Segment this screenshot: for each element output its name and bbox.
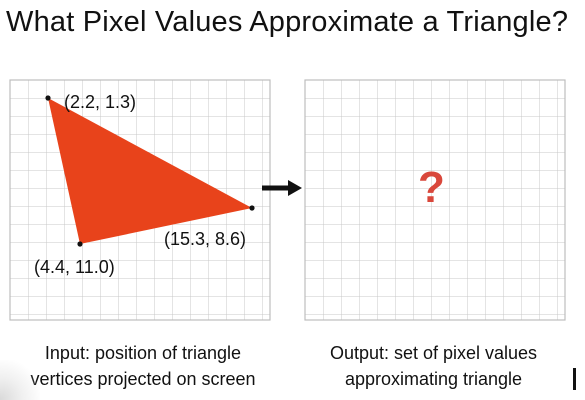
- arrow-right-icon: [262, 180, 302, 196]
- vertex-label-bottom: (4.4, 11.0): [34, 257, 115, 277]
- vertex-label-top: (2.2, 1.3): [64, 92, 137, 112]
- corner-overlay: [0, 360, 40, 400]
- output-grid: [304, 79, 566, 321]
- vertex-dot: [77, 241, 83, 247]
- output-caption-line1: Output: set of pixel values: [329, 343, 538, 363]
- vertex-dot: [249, 205, 255, 211]
- question-mark-icon: ?: [418, 163, 445, 212]
- output-caption: Output: set of pixel values approximatin…: [296, 340, 571, 392]
- vertex-dot: [45, 95, 51, 101]
- text-cursor-icon: [573, 368, 576, 390]
- triangle-shape: [48, 98, 252, 244]
- input-caption-line2: vertices projected on screen: [30, 369, 256, 389]
- vertex-label-right: (15.3, 8.6): [164, 229, 247, 249]
- input-caption-line1: Input: position of triangle: [44, 343, 242, 363]
- input-caption: Input: position of triangle vertices pro…: [8, 340, 278, 392]
- slide-title: What Pixel Values Approximate a Triangle…: [6, 6, 569, 38]
- output-caption-line2: approximating triangle: [344, 369, 523, 389]
